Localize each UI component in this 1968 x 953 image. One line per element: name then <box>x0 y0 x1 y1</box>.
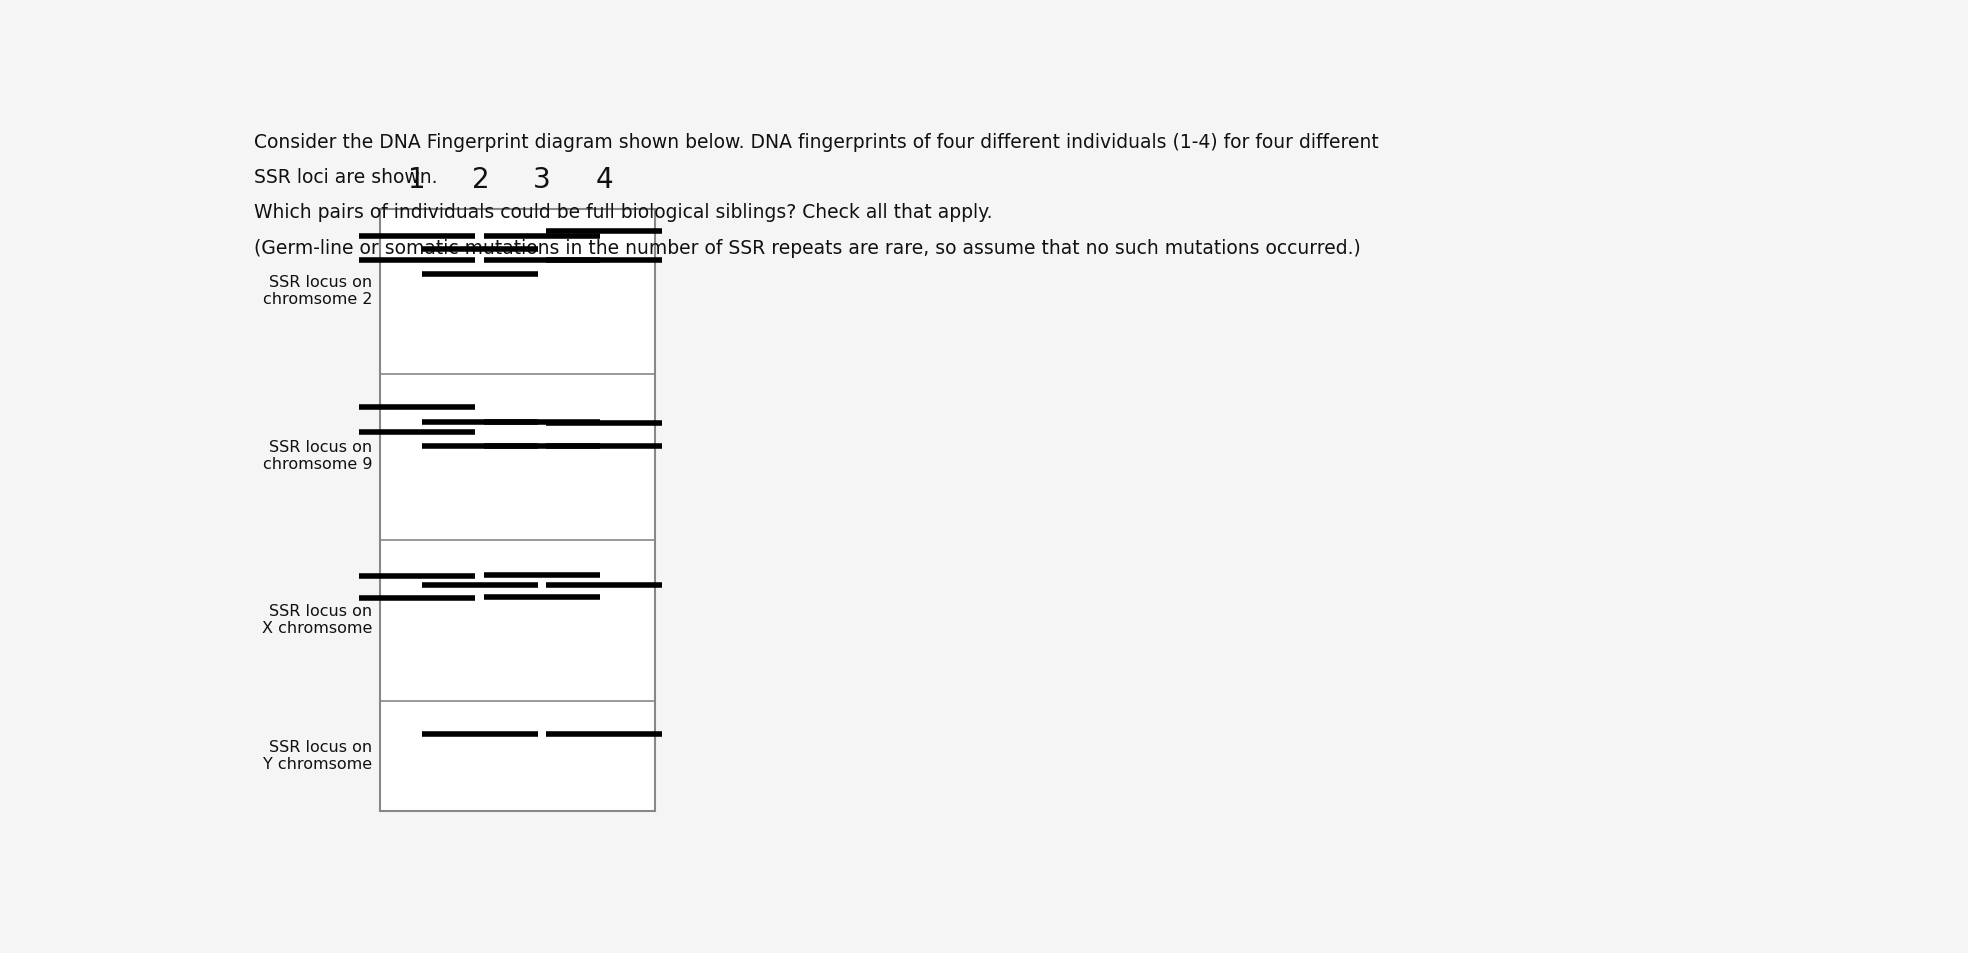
Text: 1: 1 <box>409 166 427 193</box>
Text: 2: 2 <box>472 166 490 193</box>
Text: SSR locus on
Y chromsome: SSR locus on Y chromsome <box>264 739 372 771</box>
Text: (Germ-line or somatic mutations in the number of SSR repeats are rare, so assume: (Germ-line or somatic mutations in the n… <box>254 238 1360 257</box>
Text: Which pairs of individuals could be full biological siblings? Check all that app: Which pairs of individuals could be full… <box>254 203 992 222</box>
Text: SSR locus on
chromsome 2: SSR locus on chromsome 2 <box>264 274 372 307</box>
Bar <box>380 210 655 812</box>
Text: SSR loci are shown.: SSR loci are shown. <box>254 168 437 187</box>
Text: 3: 3 <box>533 166 551 193</box>
Text: SSR locus on
chromsome 9: SSR locus on chromsome 9 <box>264 439 372 472</box>
Text: Consider the DNA Fingerprint diagram shown below. DNA fingerprints of four diffe: Consider the DNA Fingerprint diagram sho… <box>254 132 1378 152</box>
Text: 4: 4 <box>594 166 612 193</box>
Text: SSR locus on
X chromsome: SSR locus on X chromsome <box>262 603 372 636</box>
